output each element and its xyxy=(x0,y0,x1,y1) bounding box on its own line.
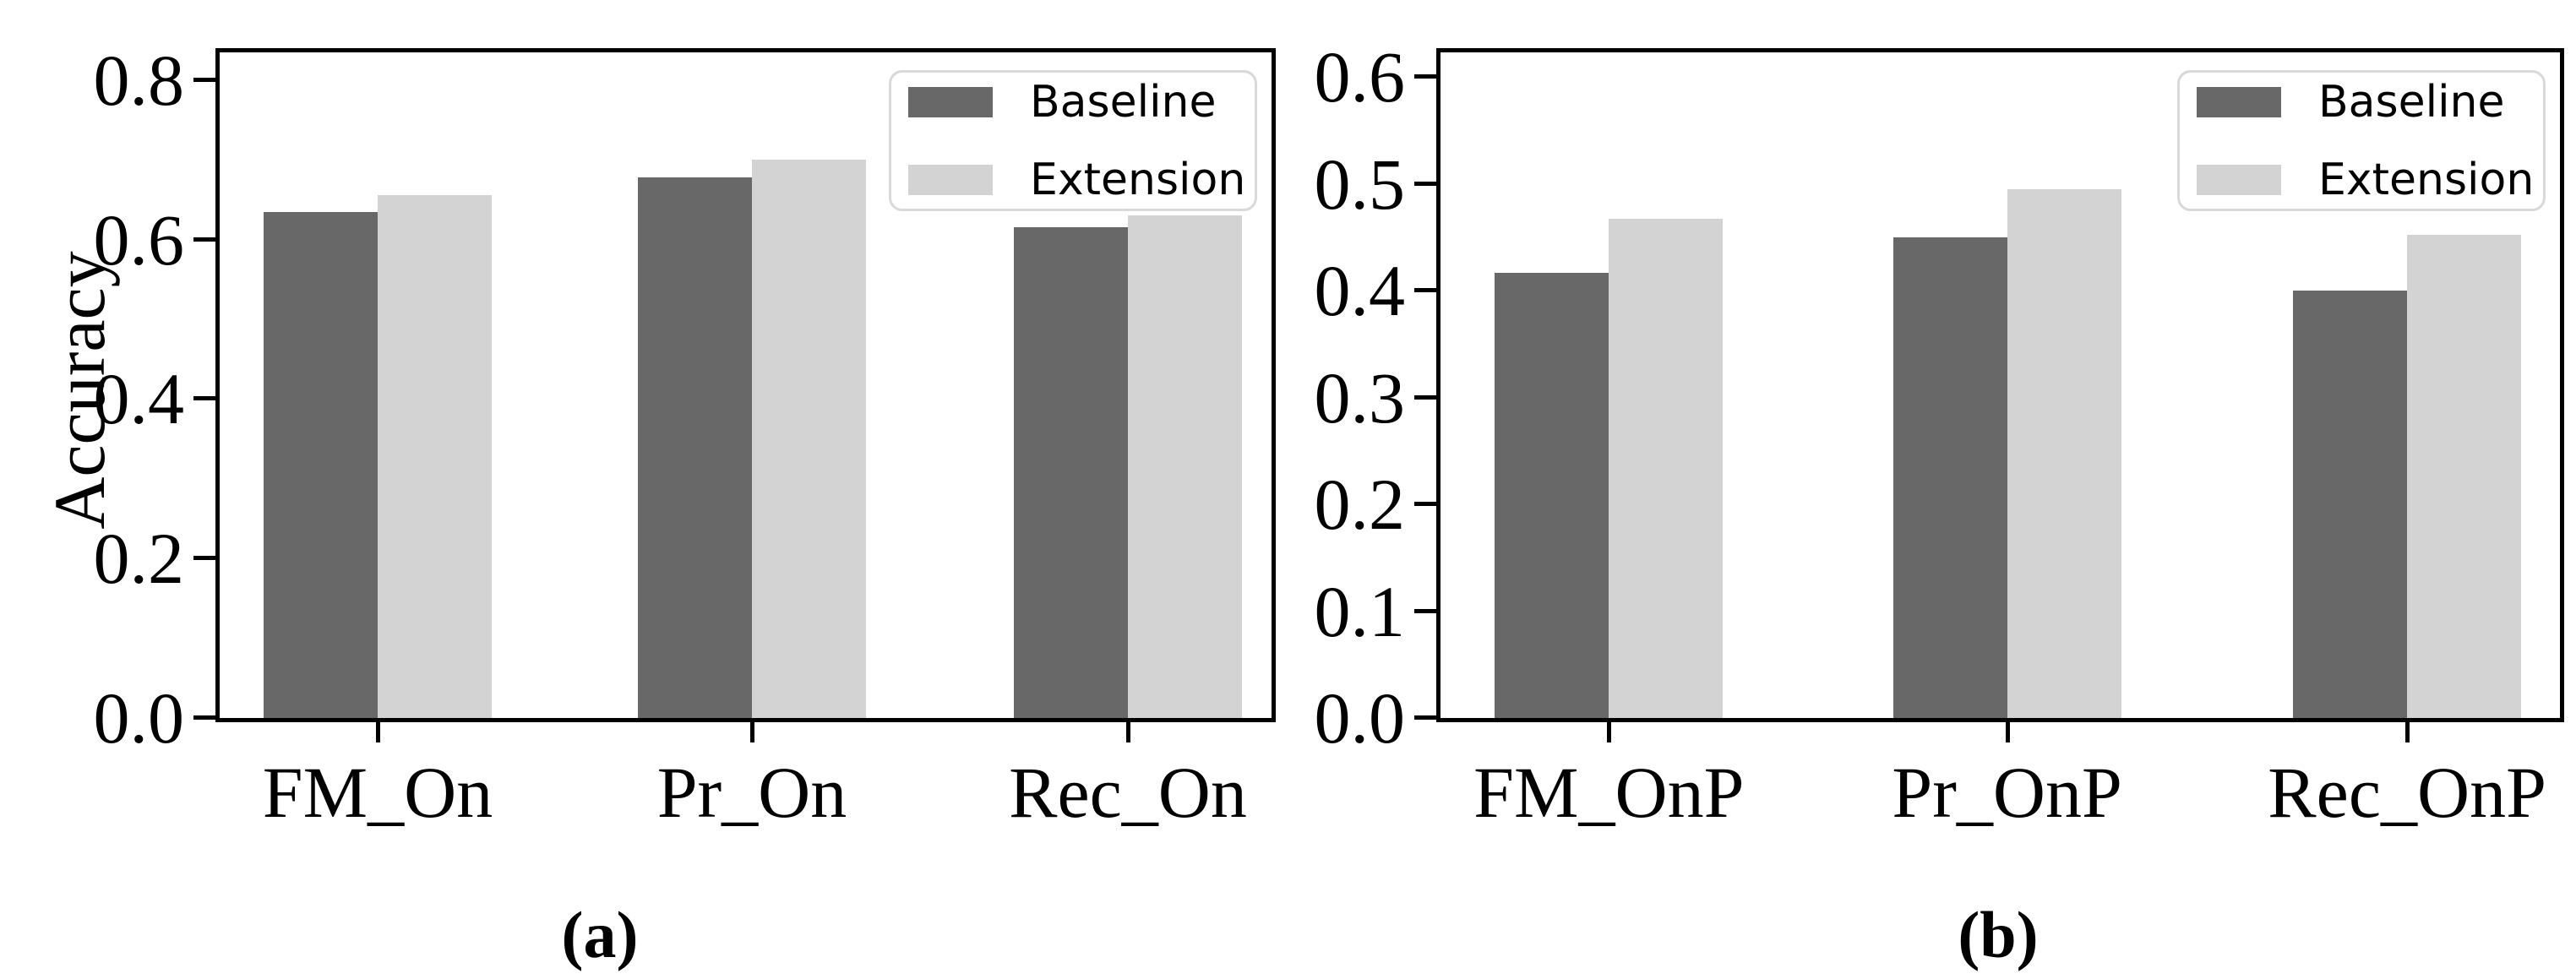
x-tick xyxy=(2005,721,2010,742)
bar-baseline-FM_On xyxy=(264,211,378,718)
y-tick-label: 0.1 xyxy=(1314,570,1406,652)
x-tick xyxy=(750,721,754,742)
y-tick xyxy=(1414,502,1436,507)
x-tick xyxy=(2405,721,2410,742)
bar-baseline-Pr_On xyxy=(638,177,752,718)
bar-extension-FM_On xyxy=(378,194,492,718)
legend-swatch-extension xyxy=(908,164,993,195)
bar-extension-FM_OnP xyxy=(1609,219,1724,718)
y-tick-label: 0.0 xyxy=(1314,677,1406,759)
legend-item-extension: Extension xyxy=(2197,158,2543,202)
y-tick xyxy=(1414,74,1436,79)
subfigure-a-caption: (a) xyxy=(561,898,639,971)
x-category-label: Rec_OnP xyxy=(2268,752,2546,833)
legend-item-baseline: Baseline xyxy=(908,80,1255,124)
legend-label-baseline: Baseline xyxy=(1030,76,1217,128)
y-tick-label: 0.2 xyxy=(1314,464,1406,546)
x-category-label: FM_On xyxy=(262,752,493,833)
subfigure-b-caption: (b) xyxy=(1958,898,2039,971)
bar-extension-Rec_OnP xyxy=(2407,235,2522,718)
y-tick xyxy=(1414,394,1436,400)
y-tick-label: 0.4 xyxy=(1314,250,1406,332)
legend-item-extension: Extension xyxy=(908,158,1255,202)
y-tick xyxy=(1414,288,1436,293)
y-tick-label: 0.8 xyxy=(93,39,185,121)
y-tick-label: 0.0 xyxy=(93,677,185,759)
y-tick-label: 0.2 xyxy=(93,518,185,600)
x-category-label: FM_OnP xyxy=(1473,752,1745,833)
y-tick-label: 0.6 xyxy=(93,199,185,280)
y-tick xyxy=(193,237,215,242)
y-tick-label: 0.3 xyxy=(1314,356,1406,438)
y-tick-label: 0.5 xyxy=(1314,143,1406,225)
x-category-label: Pr_On xyxy=(656,752,847,833)
x-tick xyxy=(376,721,380,742)
y-tick xyxy=(193,715,215,720)
legend-swatch-baseline xyxy=(908,86,993,117)
y-tick xyxy=(193,556,215,561)
axes-frame xyxy=(1436,48,2564,722)
y-tick xyxy=(1414,181,1436,186)
legend-label-extension: Extension xyxy=(2318,154,2535,205)
bar-baseline-FM_OnP xyxy=(1495,272,1609,718)
legend-label-baseline: Baseline xyxy=(2318,76,2505,128)
y-tick xyxy=(193,396,215,401)
bar-extension-Pr_OnP xyxy=(2007,188,2121,718)
x-category-label: Rec_On xyxy=(1009,752,1247,833)
x-tick xyxy=(1126,721,1130,742)
y-tick-label: 0.4 xyxy=(93,358,185,440)
axes-frame xyxy=(215,48,1276,722)
legend-item-baseline: Baseline xyxy=(2197,80,2543,124)
x-tick xyxy=(1607,721,1612,742)
y-tick xyxy=(1414,715,1436,720)
legend-label-extension: Extension xyxy=(1030,154,1246,205)
bar-baseline-Rec_OnP xyxy=(2293,291,2408,718)
legend: Baseline Extension xyxy=(889,70,1257,211)
legend: Baseline Extension xyxy=(2177,70,2546,211)
bar-baseline-Pr_OnP xyxy=(1893,237,2007,718)
x-category-label: Pr_OnP xyxy=(1892,752,2122,833)
legend-swatch-baseline xyxy=(2197,86,2281,117)
y-tick xyxy=(1414,608,1436,613)
bar-baseline-Rec_On xyxy=(1014,227,1128,718)
bar-extension-Rec_On xyxy=(1128,215,1242,718)
y-tick xyxy=(193,77,215,82)
bar-extension-Pr_On xyxy=(752,160,866,718)
legend-swatch-extension xyxy=(2197,164,2281,195)
y-tick-label: 0.6 xyxy=(1314,36,1406,118)
